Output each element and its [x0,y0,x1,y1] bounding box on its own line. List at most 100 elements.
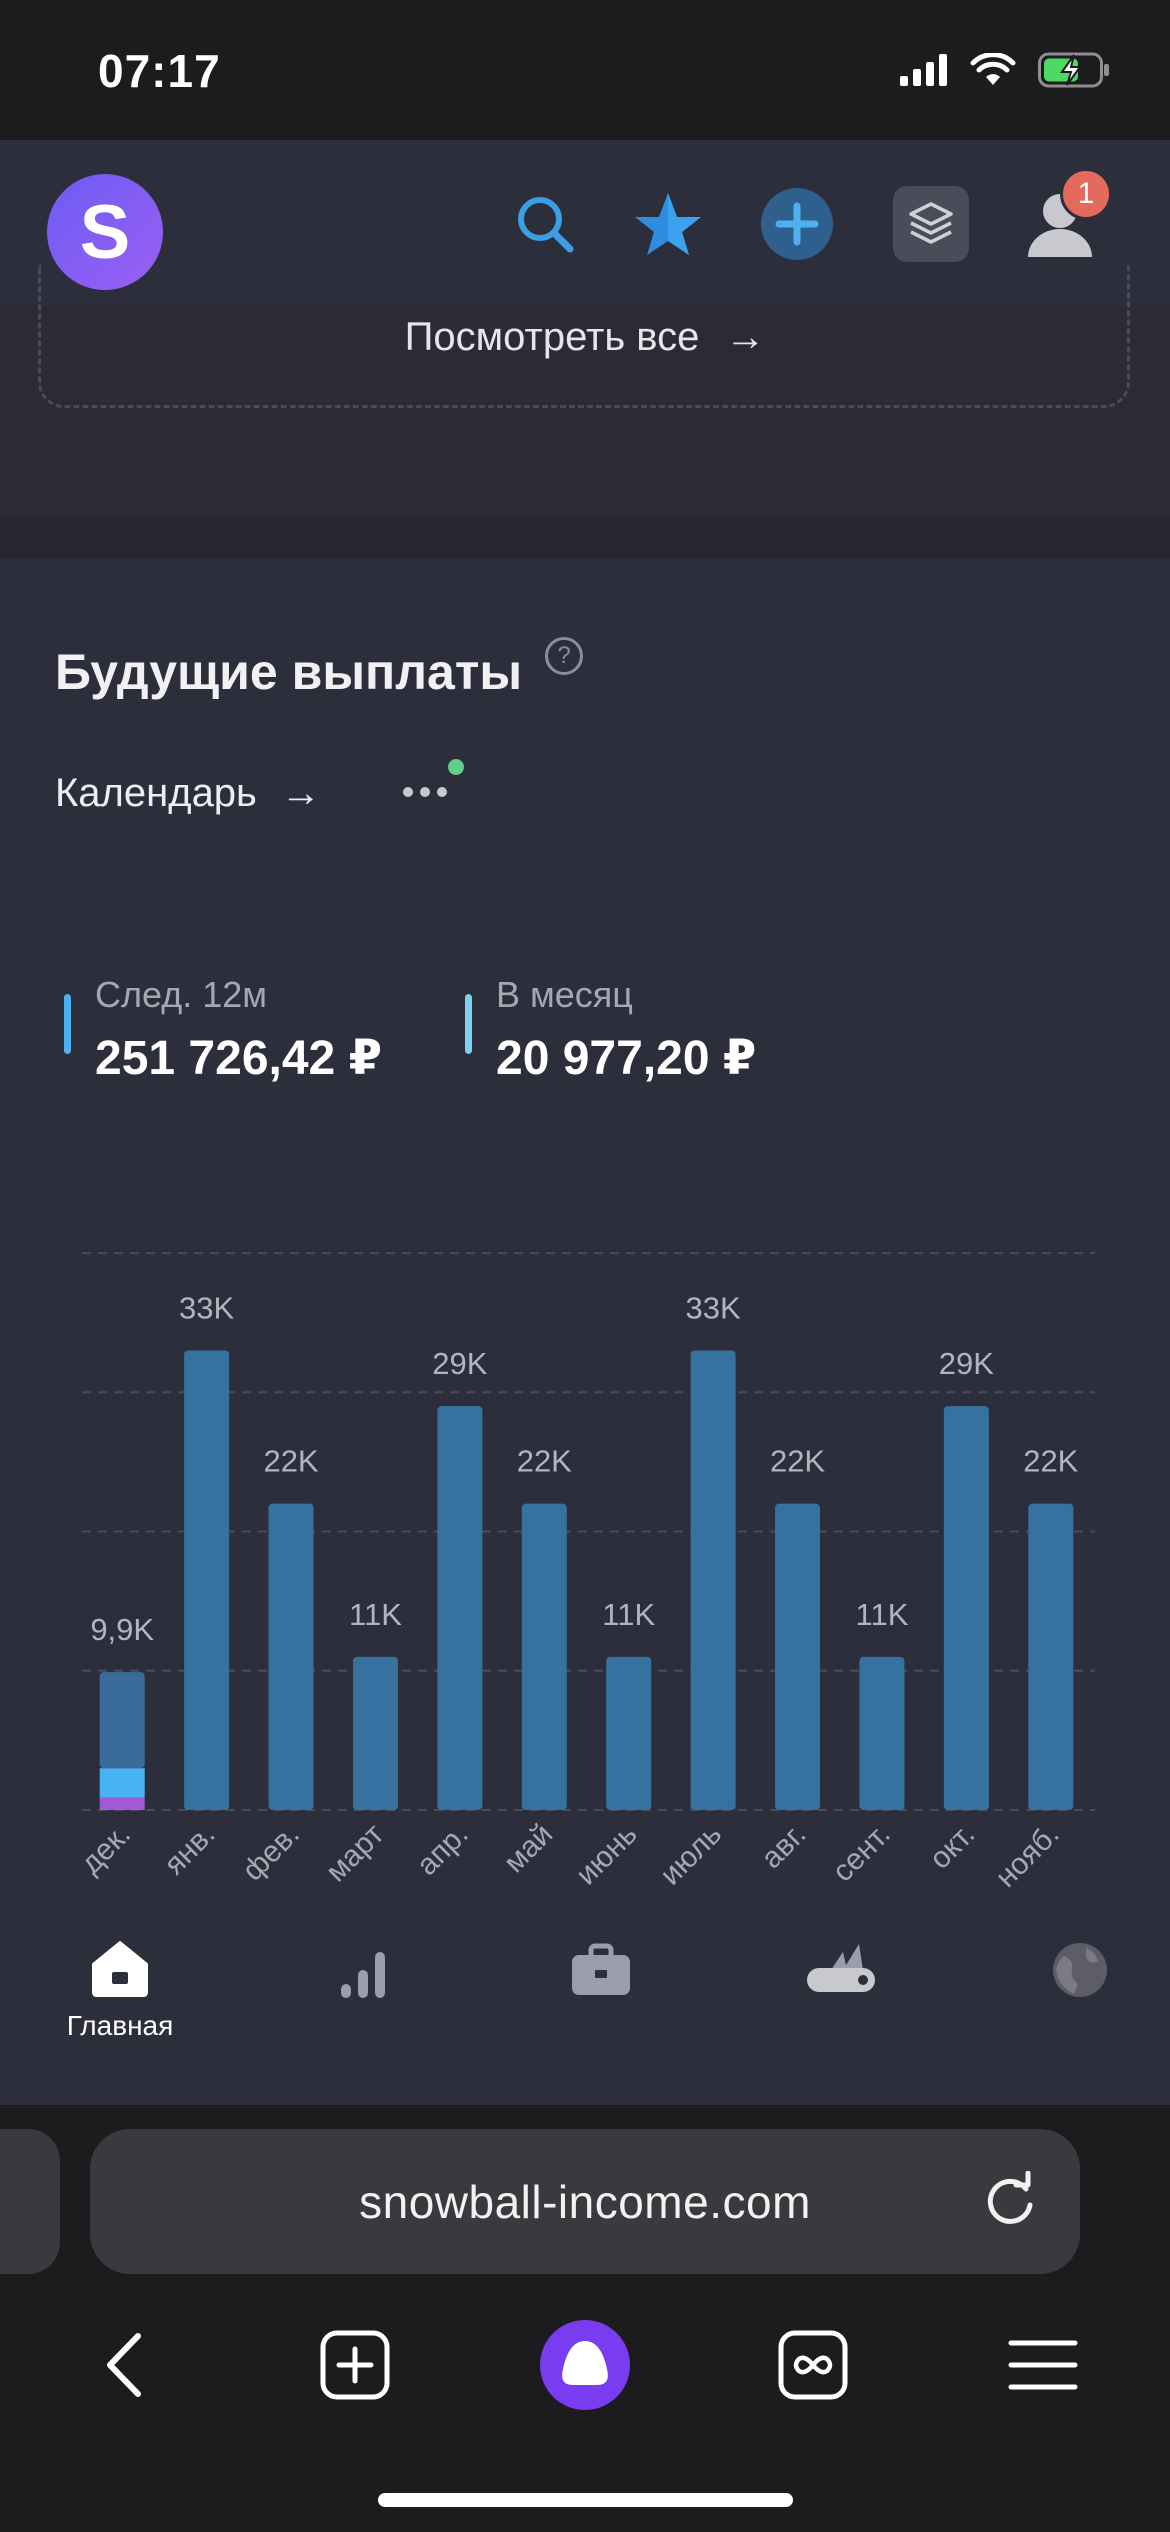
chart-bar[interactable] [690,1350,736,1810]
snowball-logo[interactable]: S [47,174,163,290]
chart-bar[interactable] [1028,1503,1074,1810]
notification-badge: 1 [1060,168,1112,220]
chart-bar-segment[interactable] [99,1768,145,1798]
alice-icon [540,2320,630,2410]
app-header: S 1 [0,140,1170,305]
star-icon [635,193,701,255]
chart-bar[interactable] [268,1503,314,1810]
chart-data-label: 33K [686,1290,741,1325]
chart-category-label: янв. [158,1818,222,1882]
previous-tab-preview[interactable] [0,2129,60,2274]
arrow-right-icon: → [725,315,766,359]
chart-category-label: фев. [236,1818,306,1888]
chart-data-label: 22K [263,1444,318,1479]
tab-portfolio[interactable] [531,1940,671,2060]
layers-button[interactable] [891,184,971,264]
add-button[interactable] [757,184,837,264]
chart-category-label: май [498,1818,560,1880]
chart-category-label: сент. [826,1818,897,1889]
stat-color-bar [465,994,472,1054]
calendar-link[interactable]: Календарь → [55,771,321,816]
status-time: 07:17 [98,45,221,97]
new-tab-button[interactable] [305,2315,405,2415]
plus-circle-icon [761,188,833,260]
url-text: snowball-income.com [359,2175,811,2228]
analytics-icon [341,1952,385,1998]
chart-data-label: 29K [432,1346,487,1381]
chart-bar[interactable] [859,1656,905,1810]
chart-data-label: 11K [602,1597,655,1632]
chart-category-label: март [320,1817,391,1888]
stat-color-bar [64,994,71,1054]
stat-label: След. 12м [95,974,268,1015]
chart-data-label: 29K [939,1346,994,1381]
more-options-button[interactable] [398,759,468,819]
chart-data-label: 33K [179,1290,234,1325]
bottom-tab-bar: Главная [0,1900,1170,2105]
payouts-bar-chart: 9,9K дек. 33K янв. 22K фев. 11K март 29K апр. 22K м… [0,1119,1170,1900]
new-indicator-dot [448,759,464,775]
browser-toolbar: snowball-income.com [0,2105,1170,2532]
chart-category-label: авг. [755,1818,812,1875]
chart-category-label: июнь [570,1818,644,1892]
alice-button[interactable] [535,2315,635,2415]
future-payouts-section: Будущие выплаты ? Календарь → След. 12м 2… [0,559,1170,1900]
home-icon [92,1941,148,1997]
layers-icon [893,186,969,262]
signal-icon [900,54,947,86]
chart-svg: 9,9K дек. 33K янв. 22K фев. 11K март 29K апр. 22K м… [74,1252,1095,1894]
chart-category-label: дек. [74,1818,137,1881]
chart-category-label: нояб. [989,1818,1065,1894]
menu-button[interactable] [993,2315,1093,2415]
tab-globe[interactable] [1010,1940,1150,2060]
stat-label: В месяц [496,974,633,1015]
home-indicator [378,2493,793,2507]
chart-bar[interactable] [775,1503,821,1810]
chart-bar[interactable] [943,1406,989,1810]
chart-category-label: июль [654,1818,728,1892]
main-content: Посмотреть все → Будущие выплаты ? Календ… [0,265,1170,1900]
plus-square-icon [320,2330,390,2400]
chart-data-label: 22K [517,1444,572,1479]
chart-data-label: 9,9K [90,1612,154,1647]
chart-data-label: 22K [1023,1444,1078,1479]
chart-data-label: 11K [349,1597,402,1632]
portfolio-icon [572,1943,630,1995]
chart-bar-segment[interactable] [99,1672,145,1769]
reload-icon[interactable] [980,2171,1040,2231]
tab-home[interactable]: Главная [50,1940,190,2060]
chart-bar[interactable] [521,1503,567,1810]
favorites-button[interactable] [628,184,708,264]
globe-icon [1053,1943,1107,1997]
battery-icon [1038,52,1109,88]
view-all-label: Посмотреть все [404,315,700,359]
back-button[interactable] [75,2315,175,2415]
view-all-link[interactable]: Посмотреть все → [0,315,1170,360]
chart-category-label: окт. [923,1818,981,1876]
tab-analytics[interactable] [293,1940,433,2060]
chart-bar-segment[interactable] [99,1797,145,1810]
tab-label: Главная [66,2010,174,2041]
chart-category-label: апр. [411,1818,475,1882]
status-icons [900,52,1110,88]
tabs-button[interactable] [763,2315,863,2415]
chart-bar[interactable] [352,1656,398,1810]
chart-bar[interactable] [606,1656,652,1810]
profile-button[interactable]: 1 [1020,168,1112,264]
chart-data-label: 11K [856,1597,909,1632]
arrow-right-icon: → [280,771,321,815]
chart-bar[interactable] [437,1406,483,1810]
search-button[interactable] [505,184,585,264]
view-all-container [38,265,1130,408]
help-icon[interactable]: ? [545,637,583,675]
search-icon [518,197,574,253]
section-title: Будущие выплаты [55,644,523,700]
hamburger-menu-icon [1008,2340,1078,2390]
chart-bar[interactable] [184,1350,230,1810]
tools-icon [807,1944,875,1992]
chart-data-label: 22K [770,1444,825,1479]
status-bar: 07:17 [0,0,1170,140]
address-bar[interactable]: snowball-income.com [90,2129,1080,2274]
tab-tools[interactable] [771,1940,911,2060]
more-dots-icon [403,787,447,797]
